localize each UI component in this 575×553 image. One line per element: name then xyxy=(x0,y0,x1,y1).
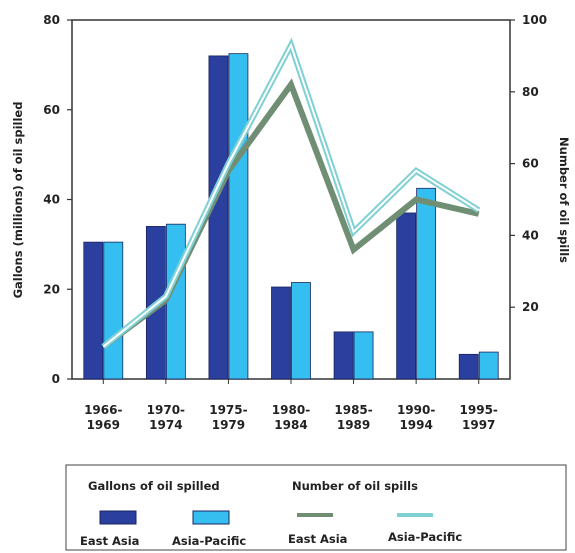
line-layer xyxy=(101,37,481,350)
bar-east-asia-4 xyxy=(333,331,354,380)
x-category-label: 1990- xyxy=(397,403,435,417)
bar-east-asia-2 xyxy=(208,55,229,380)
bar-east-asia-0 xyxy=(83,241,104,380)
y2-tick-label: 40 xyxy=(522,228,539,242)
bar-asia-pacific-6 xyxy=(478,351,499,380)
bar-asia-pacific-4 xyxy=(353,331,374,380)
y2-tick-label: 20 xyxy=(522,300,539,314)
bar-east-asia-5 xyxy=(396,212,417,380)
x-category-label: 1975- xyxy=(209,403,247,417)
bar-asia-pacific-5 xyxy=(416,187,437,380)
y-tick-label: 60 xyxy=(43,103,60,117)
left-axis-ticks: 0 20 40 60 80 xyxy=(43,13,72,386)
y-axis-title: Gallons (millions) of oil spilled xyxy=(11,102,25,299)
y2-tick-label: 100 xyxy=(522,13,547,27)
bar-asia-pacific-1 xyxy=(165,223,186,380)
x-category-label: 1994 xyxy=(399,418,432,432)
legend-label-asia-pacific-bar: Asia-Pacific xyxy=(172,534,246,548)
x-category-label: 1997 xyxy=(462,418,495,432)
right-axis-ticks: 20 40 60 80 100 xyxy=(510,13,547,314)
legend-swatch-asia-pacific-bar xyxy=(192,510,230,525)
legend-swatch-east-asia-bar xyxy=(99,510,137,525)
x-category-label: 1995- xyxy=(460,403,498,417)
bar-asia-pacific-0 xyxy=(103,241,124,380)
x-category-label: 1984 xyxy=(274,418,307,432)
plot-frame xyxy=(71,19,511,380)
y2-tick-label: 80 xyxy=(522,85,539,99)
y-tick-label: 40 xyxy=(43,193,60,207)
x-category-label: 1979 xyxy=(212,418,245,432)
x-category-label: 1974 xyxy=(149,418,182,432)
x-category-label: 1989 xyxy=(337,418,370,432)
legend-lines-heading: Number of oil spills xyxy=(292,479,418,493)
legend-label-east-asia-bar: East Asia xyxy=(80,534,139,548)
plot-area xyxy=(71,19,511,380)
y2-tick-label: 60 xyxy=(522,157,539,171)
legend-bars-heading: Gallons of oil spilled xyxy=(88,479,220,493)
x-category-label: 1970- xyxy=(147,403,185,417)
bar-layer xyxy=(83,53,499,380)
x-axis-categories: 1966-1969 1970-1974 1975-1979 1980-1984 1985… xyxy=(84,379,498,432)
legend-label-east-asia-line: East Asia xyxy=(288,532,347,546)
bar-east-asia-3 xyxy=(271,286,291,380)
y-tick-label: 20 xyxy=(43,282,60,296)
x-category-label: 1969 xyxy=(87,418,120,432)
x-category-label: 1966- xyxy=(84,403,122,417)
legend: Gallons of oil spilled Number of oil spi… xyxy=(65,464,567,551)
bar-east-asia-6 xyxy=(458,353,479,380)
y2-axis-title: Number of oil spills xyxy=(557,137,571,263)
bar-asia-pacific-2 xyxy=(228,53,249,380)
x-category-label: 1980- xyxy=(272,403,310,417)
line-asia-pacific-highlight xyxy=(102,42,480,348)
x-category-label: 1985- xyxy=(334,403,372,417)
legend-frame xyxy=(65,464,567,551)
bar-asia-pacific-3 xyxy=(291,282,311,380)
legend-label-asia-pacific-line: Asia-Pacific xyxy=(388,530,462,544)
y-tick-label: 0 xyxy=(52,372,60,386)
y-tick-label: 80 xyxy=(43,13,60,27)
